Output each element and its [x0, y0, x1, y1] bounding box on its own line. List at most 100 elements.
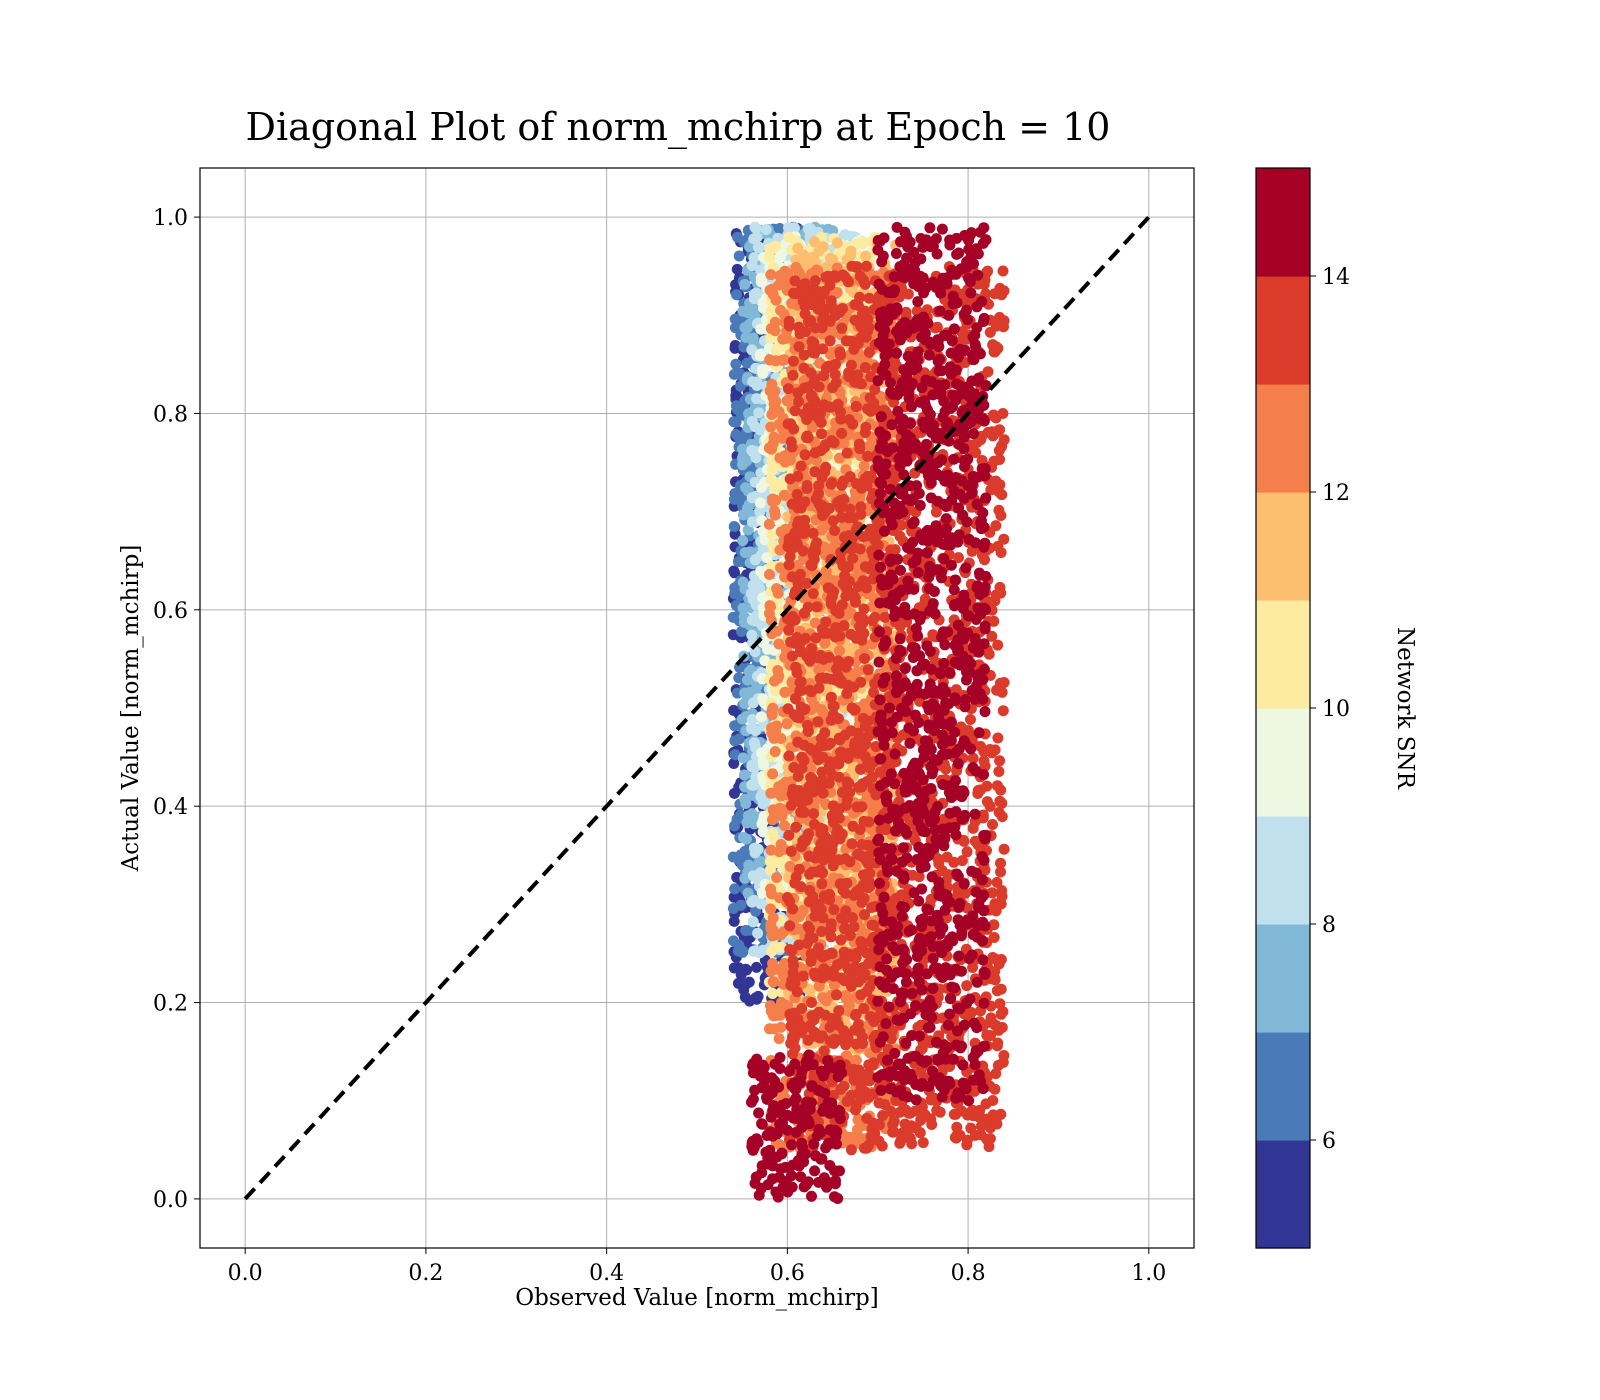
scatter-point: [735, 899, 747, 911]
scatter-point: [729, 491, 741, 503]
scatter-point: [739, 872, 751, 884]
scatter-point: [733, 250, 745, 262]
scatter-point: [747, 916, 759, 928]
scatter-point: [739, 278, 751, 290]
scatter-point: [741, 833, 752, 845]
scatter-point: [755, 898, 767, 910]
scatter-point: [766, 945, 778, 957]
scatter-point: [774, 762, 786, 774]
scatter-point: [748, 252, 760, 264]
scatter-point: [738, 509, 749, 521]
scatter-point: [728, 962, 740, 974]
scatter-point: [757, 525, 769, 537]
scatter-points: [727, 221, 1010, 1204]
scatter-point: [741, 357, 753, 369]
scatter-point: [744, 995, 756, 1007]
scatter-point: [746, 789, 758, 801]
scatter-point: [728, 416, 740, 428]
scatter-point: [746, 344, 758, 356]
scatter-point: [746, 779, 758, 791]
scatter-point: [729, 340, 741, 351]
scatter-point: [742, 674, 753, 686]
scatter-point: [752, 242, 764, 253]
scatter-point: [743, 666, 755, 678]
scatter-point: [755, 348, 767, 360]
scatter-point: [746, 896, 758, 908]
scatter-point: [775, 251, 786, 263]
scatter-point: [738, 984, 750, 996]
scatter-point: [746, 629, 758, 641]
scatter-point: [755, 856, 767, 867]
scatter-point: [731, 813, 743, 825]
scatter-point: [734, 854, 746, 866]
chart-title: Diagonal Plot of norm_mchirp at Epoch = …: [246, 105, 1111, 150]
scatter-point: [754, 497, 766, 509]
scatter-point: [746, 723, 758, 735]
scatter-point: [733, 939, 745, 951]
scatter-point: [731, 263, 743, 275]
scatter-point: [729, 588, 741, 600]
scatter-point: [741, 322, 753, 334]
scatter-point: [755, 481, 767, 493]
scatter-point: [751, 376, 763, 388]
scatter-point: [737, 450, 749, 462]
scatter-point: [755, 791, 767, 803]
scatter-point: [731, 289, 742, 301]
scatter-point: [757, 826, 769, 838]
scatter-point: [729, 735, 741, 747]
scatter-point: [754, 424, 766, 436]
scatter-point: [750, 223, 762, 234]
scatter-point: [753, 407, 765, 419]
scatter-point: [756, 275, 768, 286]
scatter-point: [755, 711, 767, 723]
scatter-point: [770, 240, 782, 252]
scatter-point: [757, 297, 769, 308]
scatter-point: [750, 452, 762, 464]
scatter-point: [728, 758, 740, 769]
scatter-point: [737, 535, 749, 547]
scatter-point: [729, 883, 741, 895]
scatter-point: [746, 759, 758, 771]
scatter-point: [740, 925, 752, 936]
scatter-point: [730, 400, 742, 412]
scatter-point: [747, 697, 759, 709]
scatter-point: [746, 516, 758, 528]
scatter-point: [751, 231, 763, 243]
scatter-point: [739, 687, 751, 699]
scatter-point: [736, 626, 747, 637]
scatter-point: [761, 552, 773, 564]
scatter-point: [755, 264, 767, 276]
scatter-point: [738, 769, 750, 781]
scatter-point: [757, 944, 769, 956]
scatter-point: [766, 464, 778, 476]
scatter-point: [751, 393, 763, 405]
scatter-point: [730, 429, 742, 440]
scatter-point: [756, 364, 768, 375]
scatter-point: [747, 332, 759, 344]
scatter-point: [757, 592, 769, 604]
scatter-point: [751, 961, 762, 973]
scatter-point: [755, 867, 767, 879]
scatter-point: [735, 969, 747, 981]
scatter-point: [752, 927, 764, 939]
scatter-point: [736, 713, 748, 725]
scatter-point: [727, 611, 739, 623]
scatter-point: [740, 798, 752, 809]
scatter-point: [774, 224, 786, 236]
scatter-point: [737, 305, 749, 317]
scatter-point: [732, 556, 744, 568]
scatter-point: [755, 565, 767, 577]
scatter-point: [758, 542, 769, 554]
scatter-point: [728, 565, 740, 577]
scatter-point: [728, 521, 740, 532]
scatter-point: [744, 546, 756, 558]
scatter-point: [733, 672, 745, 684]
scatter-point: [737, 602, 749, 614]
scatter-point: [807, 226, 819, 238]
scatter-point: [748, 818, 760, 830]
scatter-point: [742, 887, 754, 899]
scatter-point: [757, 816, 769, 828]
scatter-point: [740, 482, 752, 494]
scatter-point: [749, 847, 761, 859]
